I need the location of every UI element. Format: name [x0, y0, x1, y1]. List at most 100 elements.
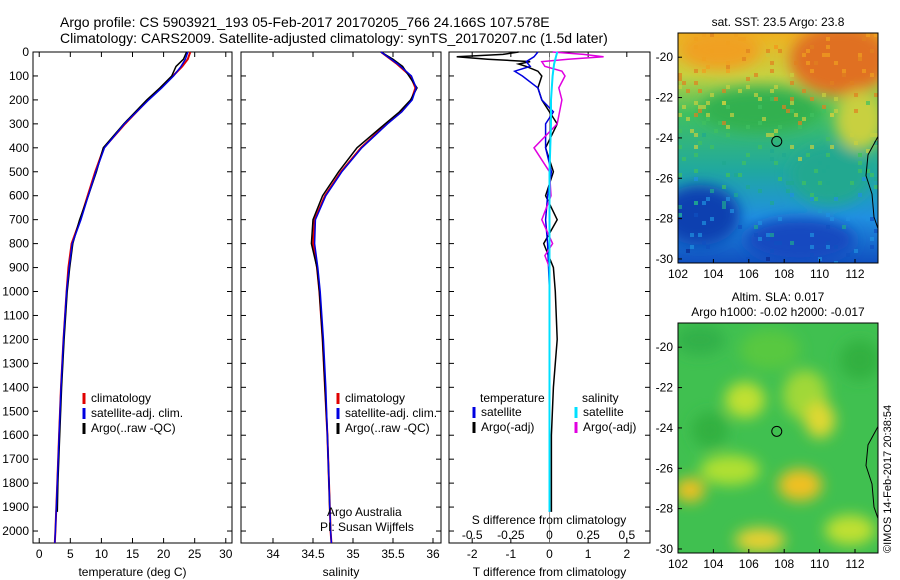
- sst-pixel: [870, 237, 874, 241]
- map-x-tick-label: 110: [810, 557, 829, 571]
- sst-pixel: [866, 33, 870, 37]
- sst-pixel: [710, 49, 714, 53]
- sst-pixel: [766, 133, 770, 137]
- x-tick-label: 25: [188, 547, 202, 561]
- x-tick-label-s: 0.25: [576, 528, 600, 542]
- sst-pixel: [694, 145, 698, 149]
- sst-pixel: [834, 61, 838, 65]
- sst-pixel: [766, 233, 770, 237]
- sst-pixel: [722, 201, 726, 205]
- sst-pixel: [778, 125, 782, 129]
- sst-pixel: [826, 245, 830, 249]
- map-y-tick-label: -30: [656, 542, 674, 556]
- sst-pixel: [866, 169, 870, 173]
- legend-label: satellite: [481, 405, 522, 419]
- map-y-tick-label: -22: [656, 381, 674, 395]
- sst-pixel: [822, 169, 826, 173]
- sst-pixel: [714, 129, 718, 133]
- sst-pixel: [854, 93, 858, 97]
- sla-map-axes: 102 104 106 108 110 112 -20 -22 -24 -26 -28 -30: [656, 322, 879, 571]
- temperature-plot: 0 5 10 15 20 25 300100200300400500600700800900…: [2, 45, 232, 579]
- y-tick-label: 400: [9, 141, 29, 155]
- sst-pixel: [706, 197, 710, 201]
- sst-pixel: [806, 153, 810, 157]
- coastline: [865, 136, 879, 229]
- sst-pixel: [770, 97, 774, 101]
- sst-pixel: [686, 117, 690, 121]
- sst-pixel: [754, 73, 758, 77]
- sst-pixel: [722, 205, 726, 209]
- coastline: [865, 426, 879, 519]
- sst-pixel: [694, 169, 698, 173]
- sst-pixel: [790, 193, 794, 197]
- sst-pixel: [862, 69, 866, 73]
- sst-pixel: [826, 153, 830, 157]
- sst-pixel: [874, 93, 878, 97]
- x-tick-label: 1: [585, 547, 592, 561]
- sst-pixel: [850, 81, 854, 85]
- salinity-plot: 34 34.5 35 35.5 36 salinity climatologysatelli…: [240, 51, 442, 579]
- sst-pixel: [794, 113, 798, 117]
- plot-frame: [32, 51, 233, 544]
- x-tick-label: 20: [157, 547, 171, 561]
- sst-pixel: [874, 141, 878, 145]
- sst-pixel: [726, 69, 730, 73]
- sst-pixel: [678, 73, 682, 77]
- sst-pixel: [798, 157, 802, 161]
- x-tick-label: 0: [546, 547, 553, 561]
- sst-pixel: [690, 233, 694, 237]
- x-axis-label-top: S difference from climatology: [472, 513, 627, 527]
- sst-pixel: [870, 73, 874, 77]
- legend-label: satellite: [583, 405, 624, 419]
- sst-pixel: [774, 97, 778, 101]
- sst-pixel: [826, 53, 830, 57]
- x-tick-label: -1: [506, 547, 517, 561]
- sst-pixel: [842, 225, 846, 229]
- x-tick-label: 15: [126, 547, 140, 561]
- sst-pixel: [810, 113, 814, 117]
- y-tick-label: 300: [9, 117, 29, 131]
- sst-pixel: [706, 113, 710, 117]
- sst-pixel: [726, 197, 730, 201]
- sla-map-subtitle: Argo h1000: -0.02 h2000: -0.017: [691, 305, 865, 319]
- sst-pixel: [722, 101, 726, 105]
- map-x-tick-label: 104: [703, 557, 723, 571]
- sst-pixel: [866, 217, 870, 221]
- sst-pixel: [774, 241, 778, 245]
- x-tick-label-s: -0.25: [497, 528, 525, 542]
- sst-pixel: [746, 153, 750, 157]
- sst-pixel: [822, 105, 826, 109]
- sst-pixel: [726, 173, 730, 177]
- y-tick-label: 800: [9, 237, 29, 251]
- sst-pixel: [826, 241, 830, 245]
- sst-pixel: [874, 33, 878, 37]
- sst-pixel: [694, 177, 698, 181]
- sst-pixel: [870, 49, 874, 53]
- sst-pixel: [690, 129, 694, 133]
- sst-pixel: [770, 133, 774, 137]
- map-y-tick-label: -30: [656, 252, 674, 266]
- sst-pixel: [706, 65, 710, 69]
- sst-pixel: [678, 85, 682, 89]
- plot-frame: [240, 51, 442, 544]
- y-tick-label: 1800: [2, 476, 29, 490]
- sst-pixel: [810, 69, 814, 73]
- sst-pixel: [866, 105, 870, 109]
- sst-pixel: [706, 101, 710, 105]
- sst-pixel: [830, 145, 834, 149]
- sst-pixel: [826, 137, 830, 141]
- sst-pixel: [694, 37, 698, 41]
- sst-pixel: [754, 93, 758, 97]
- x-tick-label-s: -0.5: [462, 528, 483, 542]
- legend-label: satellite-adj. clim.: [345, 406, 437, 420]
- sst-pixel: [810, 233, 814, 237]
- x-axis-label: salinity: [323, 565, 360, 579]
- sst-pixel: [702, 105, 706, 109]
- sst-pixel: [718, 121, 722, 125]
- legend-title: temperature: [480, 391, 545, 405]
- sst-pixel: [802, 117, 806, 121]
- sst-pixel: [806, 49, 810, 53]
- sst-pixel: [722, 89, 726, 93]
- sst-pixel: [790, 81, 794, 85]
